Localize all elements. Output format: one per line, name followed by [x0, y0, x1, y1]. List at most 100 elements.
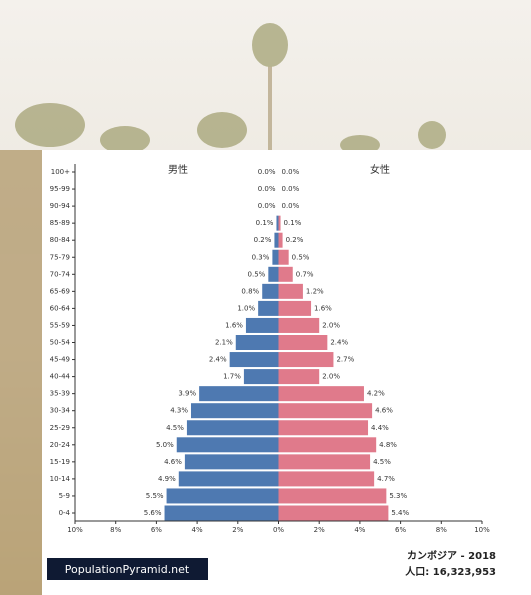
value-label: 4.6%: [164, 458, 182, 466]
age-label: 20-24: [50, 441, 71, 449]
age-label: 90-94: [50, 202, 71, 210]
value-label: 1.0%: [237, 304, 255, 312]
bar: [276, 215, 279, 231]
bar: [262, 283, 279, 299]
bar: [184, 454, 279, 470]
value-label: 5.6%: [144, 509, 162, 517]
bar: [278, 232, 283, 248]
value-label: 4.4%: [371, 424, 389, 432]
value-label: 0.2%: [286, 236, 304, 244]
value-label: 5.5%: [146, 492, 164, 500]
x-tick-label: 8%: [436, 526, 447, 534]
age-label: 100+: [51, 168, 70, 176]
population: 人口: 16,323,953: [405, 565, 496, 578]
value-label: 5.0%: [156, 441, 174, 449]
bar: [186, 420, 279, 436]
value-label: 0.0%: [258, 202, 276, 210]
value-label: 4.9%: [158, 475, 176, 483]
bar: [178, 471, 279, 487]
value-label: 4.7%: [377, 475, 395, 483]
bar: [272, 249, 279, 265]
bar: [278, 335, 328, 350]
value-label: 4.5%: [373, 458, 391, 466]
source-box: [47, 558, 208, 580]
value-label: 2.0%: [322, 321, 340, 329]
male-label: 男性: [168, 163, 188, 176]
bar: [164, 505, 279, 521]
x-tick-label: 10%: [474, 526, 490, 534]
x-tick-label: 2%: [314, 526, 325, 534]
value-label: 0.0%: [282, 185, 300, 193]
bar: [274, 232, 279, 248]
age-label: 55-59: [50, 321, 70, 329]
bar: [235, 335, 279, 350]
bar: [278, 454, 371, 470]
x-tick-label: 10%: [67, 526, 83, 534]
age-label: 50-54: [50, 339, 71, 347]
bar: [278, 300, 312, 316]
bar: [176, 437, 279, 453]
bar: [258, 300, 279, 316]
age-label: 75-79: [50, 253, 70, 261]
age-label: 65-69: [50, 287, 70, 295]
value-label: 2.7%: [336, 356, 354, 364]
bar: [278, 437, 377, 453]
bar: [166, 488, 279, 504]
value-label: 0.2%: [254, 236, 272, 244]
x-tick-label: 6%: [151, 526, 162, 534]
value-label: 3.9%: [178, 390, 196, 398]
bar: [229, 352, 279, 368]
bar: [278, 215, 281, 231]
value-label: 0.5%: [292, 253, 310, 261]
bar: [199, 386, 279, 402]
age-label: 0-4: [59, 509, 71, 517]
age-label: 85-89: [50, 219, 70, 227]
value-label: 2.4%: [209, 356, 227, 364]
bar: [278, 249, 289, 265]
age-label: 35-39: [50, 390, 70, 398]
value-label: 4.6%: [375, 407, 393, 415]
age-label: 5-9: [59, 492, 70, 500]
age-label: 95-99: [50, 185, 70, 193]
bar: [278, 386, 364, 402]
value-label: 1.6%: [314, 304, 332, 312]
age-label: 70-74: [50, 270, 71, 278]
bar: [278, 488, 387, 504]
value-label: 0.0%: [282, 202, 300, 210]
value-label: 0.3%: [252, 253, 270, 261]
age-label: 25-29: [50, 424, 70, 432]
country-year: カンボジア - 2018: [407, 549, 496, 562]
age-label: 80-84: [50, 236, 71, 244]
bar: [268, 266, 279, 282]
bar: [245, 317, 279, 333]
value-label: 2.0%: [322, 373, 340, 381]
age-label: 15-19: [50, 458, 70, 466]
x-tick-label: 0%: [273, 526, 284, 534]
age-label: 40-44: [50, 373, 71, 381]
value-label: 0.8%: [241, 287, 259, 295]
bar: [190, 403, 279, 419]
value-label: 1.6%: [225, 321, 243, 329]
value-label: 0.0%: [282, 168, 300, 176]
bar: [278, 403, 373, 419]
x-tick-label: 6%: [395, 526, 406, 534]
value-label: 0.0%: [258, 185, 276, 193]
age-label: 10-14: [50, 475, 71, 483]
x-tick-label: 8%: [110, 526, 121, 534]
x-tick-label: 4%: [354, 526, 365, 534]
female-label: 女性: [370, 163, 390, 176]
source: PopulationPyramid.net: [65, 563, 190, 576]
bar: [278, 266, 293, 282]
value-label: 0.1%: [284, 219, 302, 227]
value-label: 4.5%: [166, 424, 184, 432]
bar: [278, 420, 369, 436]
value-label: 4.3%: [170, 407, 188, 415]
age-label: 30-34: [50, 407, 71, 415]
value-label: 1.7%: [223, 373, 241, 381]
value-label: 0.1%: [256, 219, 274, 227]
bar: [278, 317, 320, 333]
value-label: 2.1%: [215, 339, 233, 347]
bar: [278, 471, 375, 487]
bar: [278, 369, 320, 385]
